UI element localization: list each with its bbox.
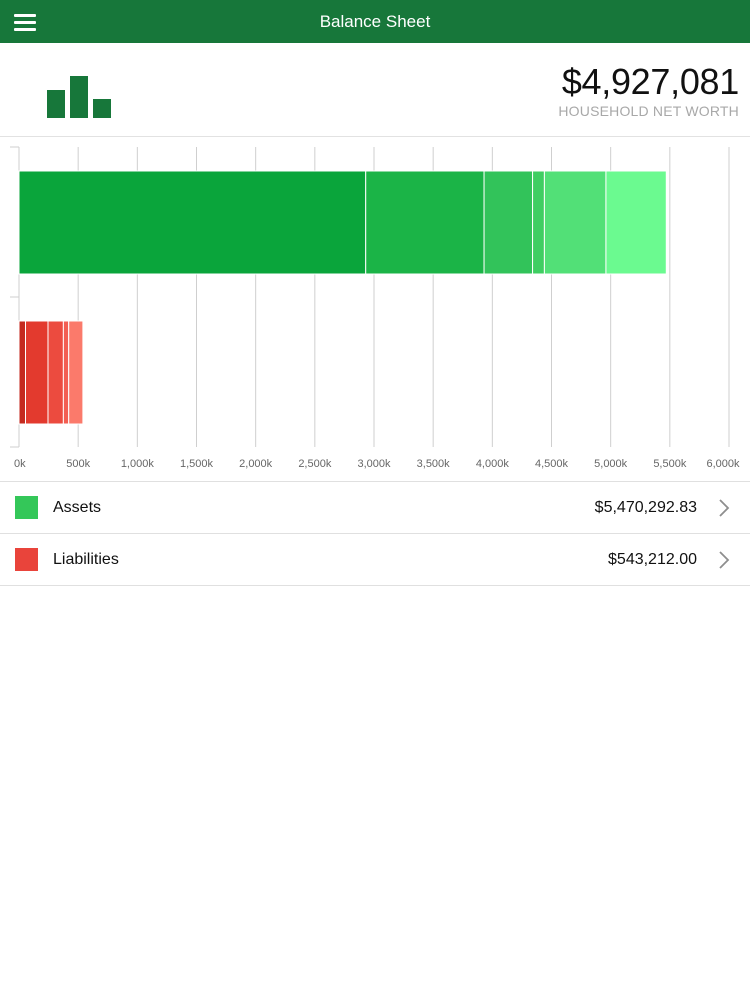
x-tick-label: 1,000k — [121, 458, 155, 470]
x-tick-label: 4,500k — [535, 458, 569, 470]
top-bar: Balance Sheet — [0, 0, 750, 43]
balance-list: Assets $5,470,292.83 Liabilities $543,21… — [0, 481, 750, 586]
bar-segment-assets — [605, 170, 667, 275]
bar-segment-liabilities — [47, 320, 64, 425]
bar-segment-liabilities — [68, 320, 84, 425]
list-item-assets[interactable]: Assets $5,470,292.83 — [0, 481, 750, 533]
bar-segment-liabilities — [18, 320, 27, 425]
x-tick-label: 6,000k — [706, 458, 740, 470]
x-tick-label: 4,000k — [476, 458, 510, 470]
chevron-right-icon[interactable] — [715, 550, 733, 570]
x-tick-label: 2,500k — [298, 458, 332, 470]
x-tick-label: 0k — [14, 458, 26, 470]
bar-segment-assets — [543, 170, 607, 275]
x-tick-label: 500k — [66, 458, 90, 470]
bar-segment-assets — [365, 170, 485, 275]
x-tick-label: 3,500k — [417, 458, 451, 470]
liabilities-color-swatch — [15, 548, 38, 571]
net-worth-label: HOUSEHOLD NET WORTH — [558, 103, 739, 119]
x-tick-label: 3,000k — [357, 458, 391, 470]
list-item-label: Assets — [53, 499, 102, 516]
bar-segment-liabilities — [25, 320, 49, 425]
bar-chart-logo-icon — [46, 74, 114, 118]
x-tick-label: 1,500k — [180, 458, 214, 470]
chevron-right-icon[interactable] — [715, 498, 733, 518]
assets-color-swatch — [15, 496, 38, 519]
x-tick-label: 2,000k — [239, 458, 273, 470]
list-item-label: Liabilities — [53, 551, 119, 568]
list-item-liabilities[interactable]: Liabilities $543,212.00 — [0, 533, 750, 586]
page-title: Balance Sheet — [319, 12, 431, 31]
net-worth-value: $4,927,081 — [561, 61, 739, 102]
hamburger-menu-icon[interactable] — [14, 12, 38, 32]
list-item-value: $5,470,292.83 — [594, 499, 697, 516]
x-tick-label: 5,000k — [594, 458, 628, 470]
balance-chart: 0k 500k 1,000k 1,500k 2,000k 2,500k 3,000k 3,50… — [0, 137, 750, 481]
bar-segment-assets — [532, 170, 545, 275]
balance-chart-svg: 0k 500k 1,000k 1,500k 2,000k 2,500k 3,000k 3,50… — [10, 146, 740, 470]
net-worth-summary: $4,927,081 HOUSEHOLD NET WORTH — [0, 43, 750, 137]
list-item-value: $543,212.00 — [608, 551, 697, 568]
bar-segment-assets — [483, 170, 534, 275]
bar-segment-assets — [18, 170, 367, 275]
x-tick-label: 5,500k — [653, 458, 687, 470]
bar-segment-liabilities — [62, 320, 70, 425]
